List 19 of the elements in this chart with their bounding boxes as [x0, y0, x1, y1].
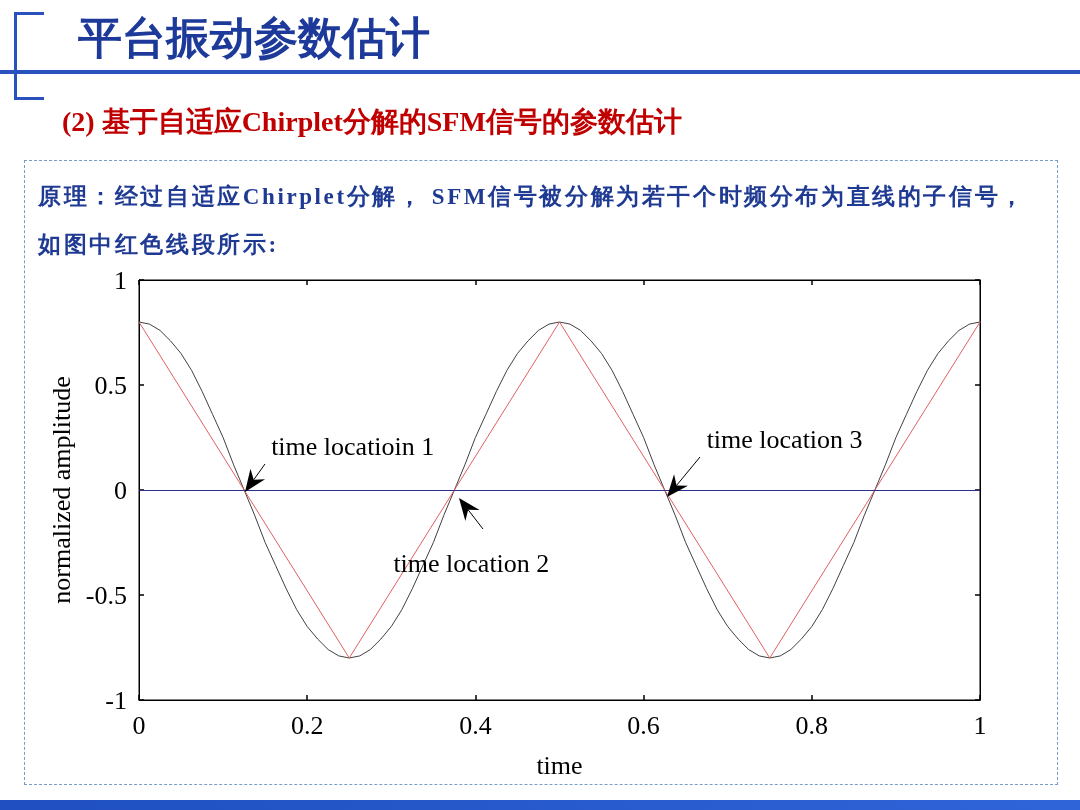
chart-subtitle: (2) 基于自适应Chirplet分解的SFM信号的参数估计	[62, 105, 682, 139]
y-tick-label: 0	[114, 475, 127, 505]
annotation: time locatioin 1	[271, 431, 435, 461]
y-tick-label: 0.5	[94, 370, 127, 400]
x-axis-title: time	[536, 750, 583, 780]
x-tick-label: 0.8	[795, 710, 829, 740]
y-axis-title: normalized amplitude	[47, 376, 77, 604]
line-series	[138, 321, 981, 659]
x-tick-label: 0.4	[459, 710, 492, 740]
annotation: time location 2	[393, 548, 550, 578]
y-tick-label: -0.5	[85, 580, 127, 610]
chart-title: 平台振动参数估计	[78, 11, 430, 65]
x-tick-label: 0.2	[290, 710, 324, 740]
x-tick-label: 0.6	[627, 710, 660, 740]
x-tick-label: 1	[973, 710, 987, 740]
text: 原理：经过自适应Chirplet分解， SFM信号被分解为若干个时频分布为直线的子信号，如图中红色线段所示:	[38, 184, 1026, 257]
annotation: time location 3	[706, 424, 863, 454]
y-tick-label: -1	[105, 685, 127, 715]
y-tick-label: 1	[114, 265, 127, 295]
